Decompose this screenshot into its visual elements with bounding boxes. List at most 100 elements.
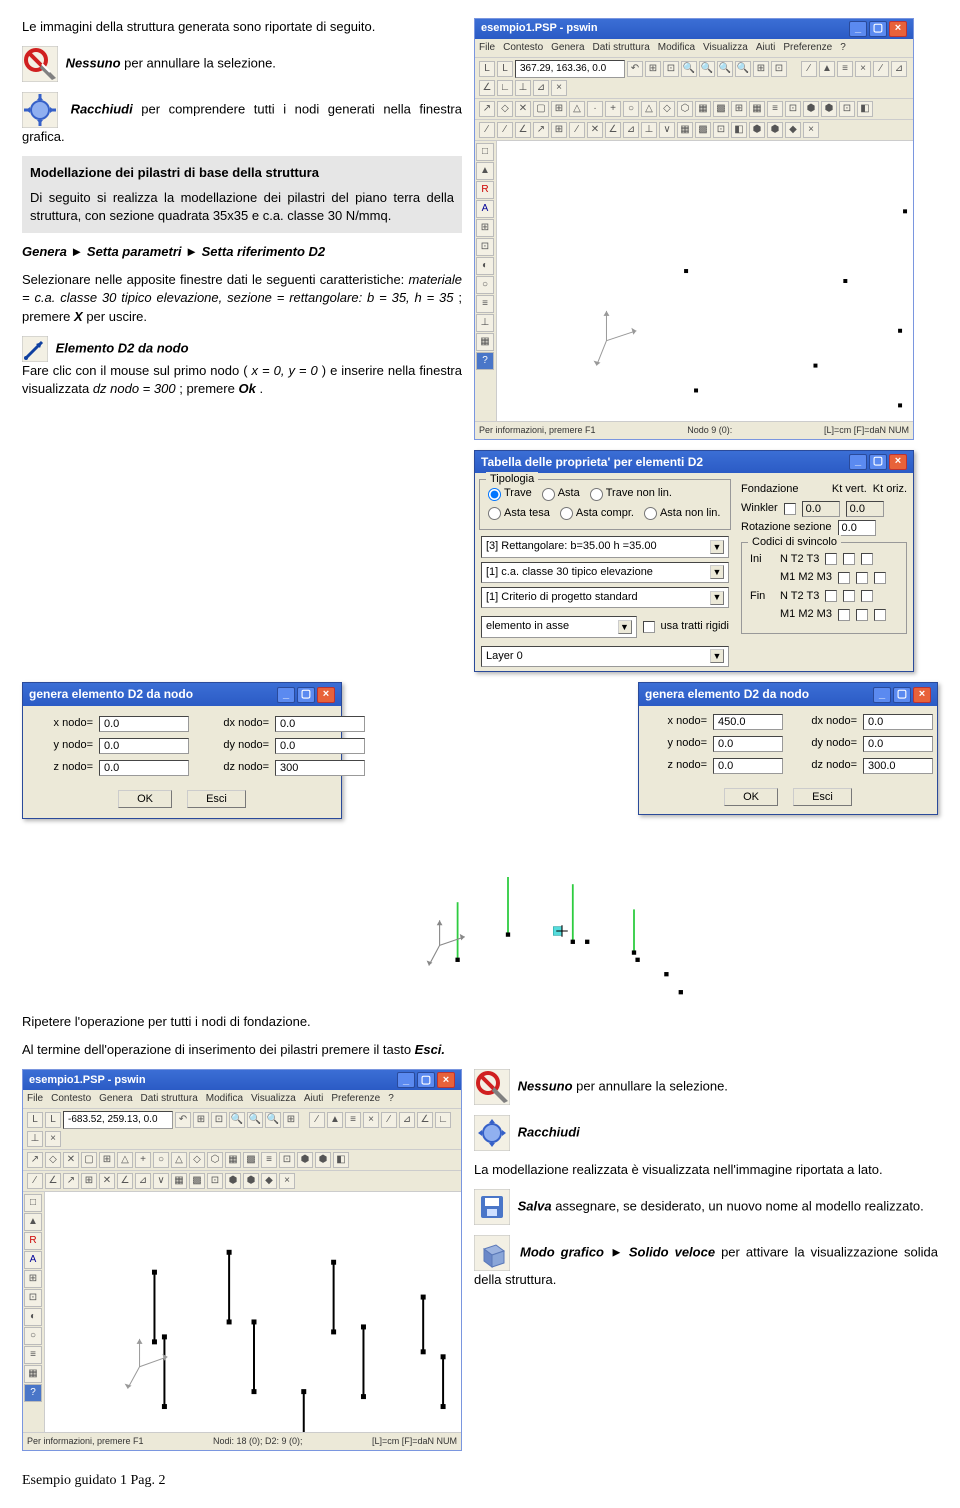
app-title: esempio1.PSP - pswin xyxy=(481,21,598,36)
genera-heading: Genera ► Setta parametri ► Setta riferim… xyxy=(22,243,462,261)
close-button[interactable]: × xyxy=(889,21,907,37)
inpr-dy[interactable] xyxy=(863,736,933,752)
prop-title: Tabella delle proprieta' per elementi D2 xyxy=(481,454,703,471)
dlgr-esci[interactable]: Esci xyxy=(793,788,852,806)
inpr-dx[interactable] xyxy=(863,714,933,730)
dlgl-ok[interactable]: OK xyxy=(118,790,172,808)
inp-y[interactable] xyxy=(99,738,189,754)
lbl-winkler: Winkler xyxy=(741,501,778,516)
d2-textd: . xyxy=(259,381,263,396)
radio-astacompr[interactable]: Asta compr. xyxy=(560,506,634,521)
app-pillars-menu[interactable]: FileContestoGeneraDati strutturaModifica… xyxy=(23,1090,461,1109)
lbl-dx: dx nodo= xyxy=(209,716,269,731)
prop-maximize[interactable]: ▢ xyxy=(869,454,887,470)
maximize-button[interactable]: ▢ xyxy=(869,21,887,37)
inp-dz[interactable] xyxy=(275,760,365,776)
racchiudi-icon-2 xyxy=(474,1115,510,1151)
racchiudi-label: Racchiudi xyxy=(71,102,133,117)
nessuno-text: per annullare la selezione. xyxy=(121,56,276,71)
chk-winkler[interactable] xyxy=(784,503,796,515)
lbl-rotazione: Rotazione sezione xyxy=(741,520,832,535)
combo-elemento[interactable]: elemento in asse▼ xyxy=(481,616,637,637)
side-toolbar[interactable]: □▲RA⊞⊡◐○≡⊥▦? xyxy=(475,141,497,421)
dialog-proprieta: Tabella delle proprieta' per elementi D2… xyxy=(474,450,914,673)
combo-sezione[interactable]: [3] Rettangolare: b=35.00 h =35.00▼ xyxy=(481,536,729,557)
lbl-dz: dz nodo= xyxy=(209,760,269,775)
radio-travenl[interactable]: Trave non lin. xyxy=(590,486,672,501)
d2-coords: x = 0, y = 0 xyxy=(252,363,318,378)
inp-ktoriz[interactable] xyxy=(846,501,884,517)
inp-rotazione[interactable] xyxy=(838,520,876,536)
lbl-x: x nodo= xyxy=(33,716,93,731)
genera-body1c: per uscire. xyxy=(86,309,147,324)
lbl-z: z nodo= xyxy=(33,760,93,775)
inpr-dz[interactable] xyxy=(863,758,933,774)
codici-legend: Codici di svincolo xyxy=(748,535,841,550)
solido-label: Solido veloce xyxy=(629,1245,715,1260)
termine-texta: Al termine dell'operazione di inseriment… xyxy=(22,1042,415,1057)
combo-criterio[interactable]: [1] Criterio di progetto standard▼ xyxy=(481,587,729,608)
inp-x[interactable] xyxy=(99,716,189,732)
dlgl-esci[interactable]: Esci xyxy=(187,790,246,808)
ripetere-text: Ripetere l'operazione per tutti i nodi d… xyxy=(22,1013,462,1031)
modellazione-text: La modellazione realizzata è visualizzat… xyxy=(474,1161,938,1179)
inpr-z[interactable] xyxy=(713,758,783,774)
dialog-d2-left: genera elemento D2 da nodo _▢× x nodo= y… xyxy=(22,682,342,819)
status-mid: Nodo 9 (0): xyxy=(687,424,732,437)
chk-tratti[interactable] xyxy=(643,621,655,633)
inp-dy[interactable] xyxy=(275,738,365,754)
toolbar-row2[interactable]: ↗◇✕▢⊞△·+○△◇⬡▦▩⊞▦≡⊡⬢⬢⊡◧ xyxy=(475,99,913,120)
dlgr-close[interactable]: × xyxy=(913,687,931,703)
greybox1-title: Modellazione dei pilastri di base della … xyxy=(30,164,454,182)
genera-x: X xyxy=(74,309,83,324)
dlgl-min[interactable]: _ xyxy=(277,687,295,703)
lbl-fondazione: Fondazione xyxy=(741,482,799,497)
combo-materiale[interactable]: [1] c.a. classe 30 tipico elevazione▼ xyxy=(481,562,729,583)
dlgr-ok[interactable]: OK xyxy=(724,788,778,806)
nessuno-icon xyxy=(22,46,58,82)
app-menubar[interactable]: FileContestoGeneraDati strutturaModifica… xyxy=(475,39,913,58)
canvas-main[interactable] xyxy=(497,141,913,421)
nessuno-label: Nessuno xyxy=(66,56,121,71)
dlg-left-title: genera elemento D2 da nodo xyxy=(29,686,193,703)
lbl-ktvert: Kt vert. xyxy=(832,482,867,497)
dlg-right-title: genera elemento D2 da nodo xyxy=(645,686,809,703)
green-canvas xyxy=(362,823,762,1003)
prop-close[interactable]: × xyxy=(889,454,907,470)
d2-textc: ; premere xyxy=(179,381,238,396)
dlgl-max[interactable]: ▢ xyxy=(297,687,315,703)
inp-z[interactable] xyxy=(99,760,189,776)
toolbar-row3[interactable]: ∕∕∠↗⊞∕✕∠⊿⊥∨▦▩⊡◧⬢⬢◆× xyxy=(475,120,913,141)
inp-ktvert[interactable] xyxy=(802,501,840,517)
d2-dz: dz nodo = 300 xyxy=(93,381,176,396)
footer: Esempio guidato 1 Pag. 2 xyxy=(22,1471,938,1491)
canvas-pillars[interactable] xyxy=(45,1192,461,1432)
radio-asta[interactable]: Asta xyxy=(542,486,580,501)
dlgr-min[interactable]: _ xyxy=(873,687,891,703)
d2-label: Elemento D2 da nodo xyxy=(56,340,189,355)
dlgr-max[interactable]: ▢ xyxy=(893,687,911,703)
radio-astatesa[interactable]: Asta tesa xyxy=(488,506,550,521)
combo-layer[interactable]: Layer 0▼ xyxy=(481,646,729,667)
tipologia-legend: Tipologia xyxy=(486,472,538,487)
toolbar-row1[interactable]: LL 367.29, 163.36, 0.0 ↶⊞⊡🔍🔍🔍🔍⊞⊡ ∕▲≡×∕⊿∠… xyxy=(475,58,913,99)
lbl-dy: dy nodo= xyxy=(209,738,269,753)
cube-icon xyxy=(474,1235,510,1271)
coord-display: 367.29, 163.36, 0.0 xyxy=(515,60,625,78)
salva-text: assegnare, se desiderato, un nuovo nome … xyxy=(552,1199,924,1214)
racchiudi-label-2: Racchiudi xyxy=(518,1125,580,1140)
grey-box-modellazione: Modellazione dei pilastri di base della … xyxy=(22,156,462,233)
inpr-x[interactable] xyxy=(713,714,783,730)
inp-dx[interactable] xyxy=(275,716,365,732)
inpr-y[interactable] xyxy=(713,736,783,752)
prop-minimize[interactable]: _ xyxy=(849,454,867,470)
nessuno-text-2: per annullare la selezione. xyxy=(573,1079,728,1094)
lbl-tratti: usa tratti rigidi xyxy=(661,619,729,634)
minimize-button[interactable]: _ xyxy=(849,21,867,37)
genera-body1: Selezionare nelle apposite finestre dati… xyxy=(22,272,409,287)
radio-astanl[interactable]: Asta non lin. xyxy=(644,506,721,521)
modo-label: Modo grafico xyxy=(520,1245,604,1260)
dlgl-close[interactable]: × xyxy=(317,687,335,703)
status-left: Per informazioni, premere F1 xyxy=(479,424,596,437)
radio-trave[interactable]: Trave xyxy=(488,486,532,501)
